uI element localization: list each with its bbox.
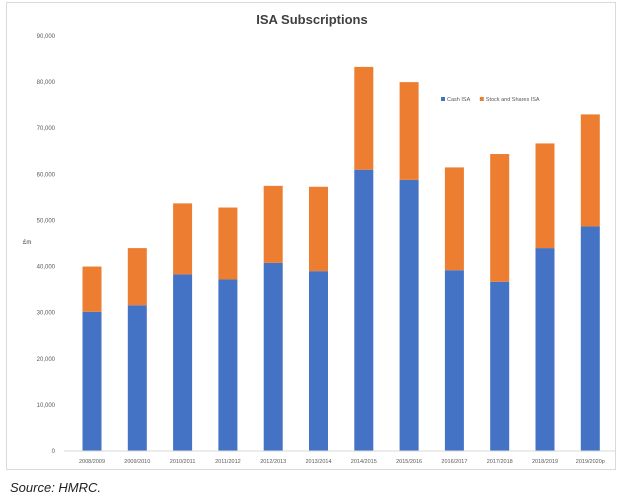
legend-swatch-stocks-shares-isa — [479, 97, 484, 101]
bar-cash-isa — [127, 305, 147, 451]
bar-cash-isa — [309, 271, 328, 451]
x-tick-label: 2011/2012 — [215, 459, 241, 465]
x-tick-label: 2016/2017 — [441, 459, 467, 465]
bar-cash-isa — [82, 311, 102, 451]
bar-stocks-shares-isa — [263, 185, 283, 263]
bar-cash-isa — [263, 262, 283, 451]
y-axis-ticks: 0 10,000 20,000 30,000 40,000 50,000 60,000 70,… — [37, 34, 56, 455]
x-tick-label: 2008/2009 — [79, 459, 105, 465]
y-tick-label: 30,000 — [37, 311, 56, 317]
y-tick-label: 70,000 — [37, 126, 56, 132]
bar-stocks-shares-isa — [309, 186, 328, 272]
bar-cash-isa — [535, 248, 555, 451]
bar-cash-isa — [444, 270, 464, 451]
x-tick-label: 2010/2011 — [170, 459, 196, 465]
y-tick-label: 0 — [52, 449, 56, 455]
y-axis-label: £m — [23, 240, 31, 246]
y-tick-label: 50,000 — [37, 218, 56, 224]
y-tick-label: 90,000 — [37, 34, 56, 40]
bar-stocks-shares-isa — [127, 248, 147, 306]
x-tick-label: 2014/2015 — [351, 459, 377, 465]
legend-label-stocks-shares-isa: Stock and Shares ISA — [486, 97, 540, 103]
bar-stocks-shares-isa — [535, 143, 555, 249]
x-tick-label: 2013/2014 — [306, 459, 332, 465]
chart-frame: ISA Subscriptions £m 0 10,000 20,000 30,000… — [6, 2, 616, 470]
bar-stocks-shares-isa — [444, 167, 464, 271]
chart-title: ISA Subscriptions — [256, 12, 367, 27]
x-tick-label: 2019/2020p — [576, 459, 605, 465]
y-tick-label: 20,000 — [37, 357, 56, 363]
x-tick-label: 2015/2016 — [396, 459, 422, 465]
legend-label-cash-isa: Cash ISA — [447, 97, 471, 103]
legend: Cash ISA Stock and Shares ISA — [441, 97, 540, 103]
source-note: Source: HMRC. — [10, 480, 102, 495]
bar-stocks-shares-isa — [218, 207, 238, 280]
x-tick-label: 2017/2018 — [487, 459, 513, 465]
x-tick-label: 2012/2013 — [260, 459, 286, 465]
legend-swatch-cash-isa — [441, 97, 445, 101]
y-tick-label: 60,000 — [37, 172, 56, 178]
bar-stocks-shares-isa — [580, 114, 600, 227]
bars-group — [82, 66, 600, 451]
bar-cash-isa — [399, 179, 419, 451]
bar-stocks-shares-isa — [173, 203, 193, 275]
y-tick-label: 80,000 — [37, 80, 56, 86]
bar-stocks-shares-isa — [82, 266, 102, 312]
x-tick-label: 2018/2019 — [532, 459, 558, 465]
y-tick-label: 40,000 — [37, 265, 56, 271]
x-axis-ticks: 2008/2009 2009/2010 2010/2011 2011/2012 2012… — [79, 459, 605, 465]
bar-cash-isa — [354, 169, 374, 451]
bar-stocks-shares-isa — [354, 66, 374, 170]
bar-cash-isa — [580, 226, 600, 451]
bar-cash-isa — [218, 279, 238, 451]
bar-cash-isa — [173, 274, 193, 451]
x-tick-label: 2009/2010 — [124, 459, 150, 465]
stacked-bar-chart: ISA Subscriptions £m 0 10,000 20,000 30,000… — [23, 12, 615, 465]
bar-stocks-shares-isa — [490, 154, 510, 282]
bar-cash-isa — [490, 281, 510, 451]
bar-stocks-shares-isa — [399, 82, 419, 180]
y-tick-label: 10,000 — [37, 403, 56, 409]
